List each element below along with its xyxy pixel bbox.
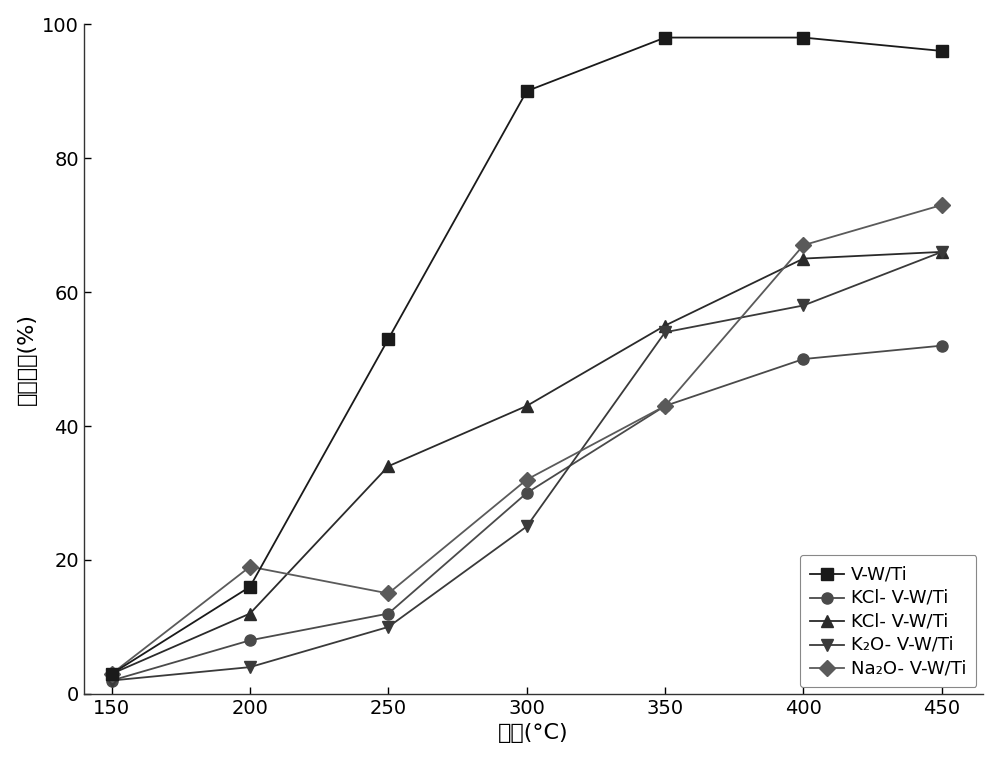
Line: Na₂O- V-W/Ti: Na₂O- V-W/Ti <box>106 199 947 679</box>
Line: KCl- V-W/Ti: KCl- V-W/Ti <box>106 340 947 686</box>
Line: V-W/Ti: V-W/Ti <box>106 32 947 679</box>
K₂O- V-W/Ti <box>936 247 948 256</box>
X-axis label: 温度(°C): 温度(°C) <box>498 724 569 743</box>
KCl- V-W/Ti <box>936 341 948 350</box>
K₂O- V-W/Ti <box>659 328 671 337</box>
Na₂O- V-W/Ti <box>797 241 809 250</box>
K₂O- V-W/Ti <box>382 622 394 632</box>
Na₂O- V-W/Ti <box>521 475 533 484</box>
Line: K₂O- V-W/Ti: K₂O- V-W/Ti <box>106 246 947 686</box>
KCl- V-W/Ti <box>521 489 533 498</box>
KCl- V-W/Ti <box>659 321 671 330</box>
KCl- V-W/Ti <box>382 609 394 618</box>
KCl- V-W/Ti <box>244 636 256 645</box>
V-W/Ti <box>244 582 256 591</box>
Line: KCl- V-W/Ti: KCl- V-W/Ti <box>106 246 947 679</box>
V-W/Ti <box>936 46 948 55</box>
V-W/Ti <box>106 670 118 679</box>
V-W/Ti <box>797 33 809 42</box>
K₂O- V-W/Ti <box>521 522 533 531</box>
V-W/Ti <box>521 87 533 96</box>
V-W/Ti <box>382 334 394 344</box>
Na₂O- V-W/Ti <box>936 201 948 210</box>
KCl- V-W/Ti <box>244 609 256 618</box>
Na₂O- V-W/Ti <box>382 589 394 598</box>
KCl- V-W/Ti <box>382 461 394 470</box>
KCl- V-W/Ti <box>797 354 809 363</box>
Na₂O- V-W/Ti <box>106 670 118 679</box>
KCl- V-W/Ti <box>659 401 671 410</box>
Legend: V-W/Ti, KCl- V-W/Ti, KCl- V-W/Ti, K₂O- V-W/Ti, Na₂O- V-W/Ti: V-W/Ti, KCl- V-W/Ti, KCl- V-W/Ti, K₂O- V… <box>800 556 976 687</box>
KCl- V-W/Ti <box>106 670 118 679</box>
V-W/Ti <box>659 33 671 42</box>
KCl- V-W/Ti <box>106 676 118 685</box>
KCl- V-W/Ti <box>521 401 533 410</box>
KCl- V-W/Ti <box>797 254 809 263</box>
Y-axis label: 脱础效率(%): 脱础效率(%) <box>17 313 37 405</box>
K₂O- V-W/Ti <box>244 663 256 672</box>
K₂O- V-W/Ti <box>106 676 118 685</box>
Na₂O- V-W/Ti <box>659 401 671 410</box>
K₂O- V-W/Ti <box>797 301 809 310</box>
Na₂O- V-W/Ti <box>244 562 256 572</box>
KCl- V-W/Ti <box>936 247 948 256</box>
